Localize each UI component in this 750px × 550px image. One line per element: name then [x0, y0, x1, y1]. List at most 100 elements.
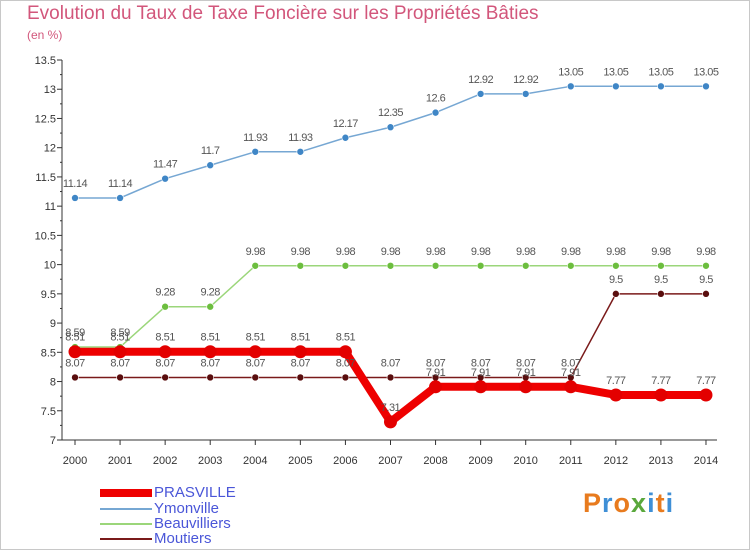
data-point-prasville [564, 380, 578, 394]
y-tick-label: 11 [45, 201, 56, 213]
data-point-ymonville [476, 90, 485, 98]
data-point-prasville [293, 345, 307, 359]
data-point-beauvilliers [431, 261, 440, 270]
data-point-moutiers [386, 373, 395, 382]
data-label-beauvilliers: 9.98 [246, 246, 266, 258]
data-label-ymonville: 13.05 [693, 66, 718, 78]
data-point-moutiers [251, 373, 260, 382]
x-tick-label: 2007 [378, 455, 402, 467]
data-point-prasville [203, 345, 217, 359]
legend-label-beauvilliers: Beauvilliers [154, 515, 231, 532]
data-label-prasville: 8.51 [336, 332, 356, 344]
data-label-moutiers: 8.07 [110, 357, 130, 369]
data-point-prasville [609, 388, 623, 402]
data-point-prasville [113, 345, 127, 359]
data-label-ymonville: 11.14 [63, 178, 88, 190]
data-label-beauvilliers: 9.98 [381, 246, 401, 258]
data-point-moutiers [296, 373, 305, 382]
data-point-prasville [519, 380, 533, 394]
data-point-prasville [474, 380, 488, 394]
y-tick-label: 8.5 [41, 347, 56, 359]
data-point-beauvilliers [251, 261, 260, 270]
data-label-prasville: 8.51 [65, 332, 85, 344]
legend-label-moutiers: Moutiers [154, 530, 212, 547]
data-point-beauvilliers [386, 261, 395, 270]
data-label-moutiers: 8.07 [426, 357, 446, 369]
data-label-moutiers: 9.5 [699, 274, 713, 286]
data-label-prasville: 7.31 [381, 402, 401, 414]
data-label-beauvilliers: 9.98 [516, 246, 536, 258]
legend-item-prasville: PRASVILLE [100, 484, 236, 501]
data-label-ymonville: 12.35 [378, 107, 403, 119]
y-tick-label: 10.5 [35, 230, 56, 242]
x-tick-label: 2008 [423, 455, 447, 467]
x-tick-label: 2009 [468, 455, 492, 467]
x-tick-label: 2001 [108, 455, 132, 467]
y-tick-label: 11.5 [35, 172, 56, 184]
data-label-ymonville: 11.93 [288, 132, 313, 144]
data-point-moutiers [612, 290, 620, 298]
data-label-prasville: 7.91 [516, 367, 536, 379]
data-label-prasville: 8.51 [155, 332, 175, 344]
data-label-prasville: 7.77 [606, 375, 626, 387]
data-label-beauvilliers: 9.98 [651, 246, 671, 258]
data-point-moutiers [71, 373, 79, 382]
data-label-moutiers: 8.07 [65, 357, 85, 369]
data-label-ymonville: 13.05 [558, 66, 583, 78]
data-label-ymonville: 12.92 [513, 74, 538, 86]
data-label-prasville: 7.77 [651, 375, 671, 387]
data-point-beauvilliers [521, 261, 530, 270]
y-tick-label: 12 [44, 143, 56, 155]
data-point-prasville [158, 345, 172, 359]
data-label-moutiers: 8.07 [516, 357, 536, 369]
data-point-moutiers [116, 373, 124, 382]
data-point-beauvilliers [341, 261, 350, 270]
data-label-ymonville: 11.14 [108, 178, 133, 190]
data-point-ymonville [657, 82, 665, 91]
legend-item-moutiers: Moutiers [100, 530, 212, 547]
data-point-ymonville [251, 147, 260, 156]
legend-swatch-prasville [100, 488, 152, 497]
unit-label: (en %) [27, 28, 63, 42]
data-label-beauvilliers: 9.98 [696, 246, 716, 258]
series-line-ymonville [74, 85, 707, 199]
data-point-beauvilliers [476, 261, 485, 270]
x-tick-label: 2010 [513, 455, 537, 467]
data-point-prasville [68, 345, 82, 359]
data-point-beauvilliers [161, 302, 169, 311]
x-tick-label: 2000 [63, 455, 87, 467]
data-point-ymonville [116, 194, 124, 202]
data-label-beauvilliers: 9.28 [155, 287, 175, 299]
data-label-moutiers: 8.07 [200, 357, 220, 369]
data-label-beauvilliers: 9.98 [471, 246, 491, 258]
data-point-moutiers [206, 373, 215, 382]
data-label-moutiers: 8.07 [246, 357, 266, 369]
legend-item-beauvilliers: Beauvilliers [100, 515, 231, 532]
data-point-ymonville [566, 82, 575, 91]
data-point-prasville [699, 388, 713, 402]
data-label-beauvilliers: 9.98 [291, 246, 311, 258]
y-tick-label: 10 [44, 260, 56, 272]
data-label-prasville: 8.51 [291, 332, 311, 344]
x-tick-label: 2005 [288, 455, 312, 467]
data-point-beauvilliers [657, 261, 665, 270]
data-label-prasville: 8.51 [246, 332, 266, 344]
chart-title: Evolution du Taux de Taxe Foncière sur l… [27, 3, 539, 24]
data-point-beauvilliers [206, 302, 215, 311]
y-tick-label: 8 [50, 377, 56, 389]
data-label-moutiers: 9.5 [654, 274, 668, 286]
data-point-ymonville [341, 133, 350, 142]
data-point-ymonville [71, 194, 79, 202]
x-tick-label: 2002 [153, 455, 177, 467]
data-label-ymonville: 12.92 [468, 74, 493, 86]
data-point-prasville [654, 388, 668, 402]
x-tick-label: 2012 [604, 455, 628, 467]
data-point-moutiers [657, 290, 665, 298]
legend-swatch-beauvilliers [100, 522, 152, 525]
legend-swatch-moutiers [100, 537, 152, 540]
data-label-moutiers: 8.07 [291, 357, 311, 369]
x-tick-label: 2014 [694, 455, 718, 467]
x-tick-label: 2006 [333, 455, 357, 467]
data-point-ymonville [161, 174, 169, 183]
data-point-moutiers [341, 373, 350, 382]
